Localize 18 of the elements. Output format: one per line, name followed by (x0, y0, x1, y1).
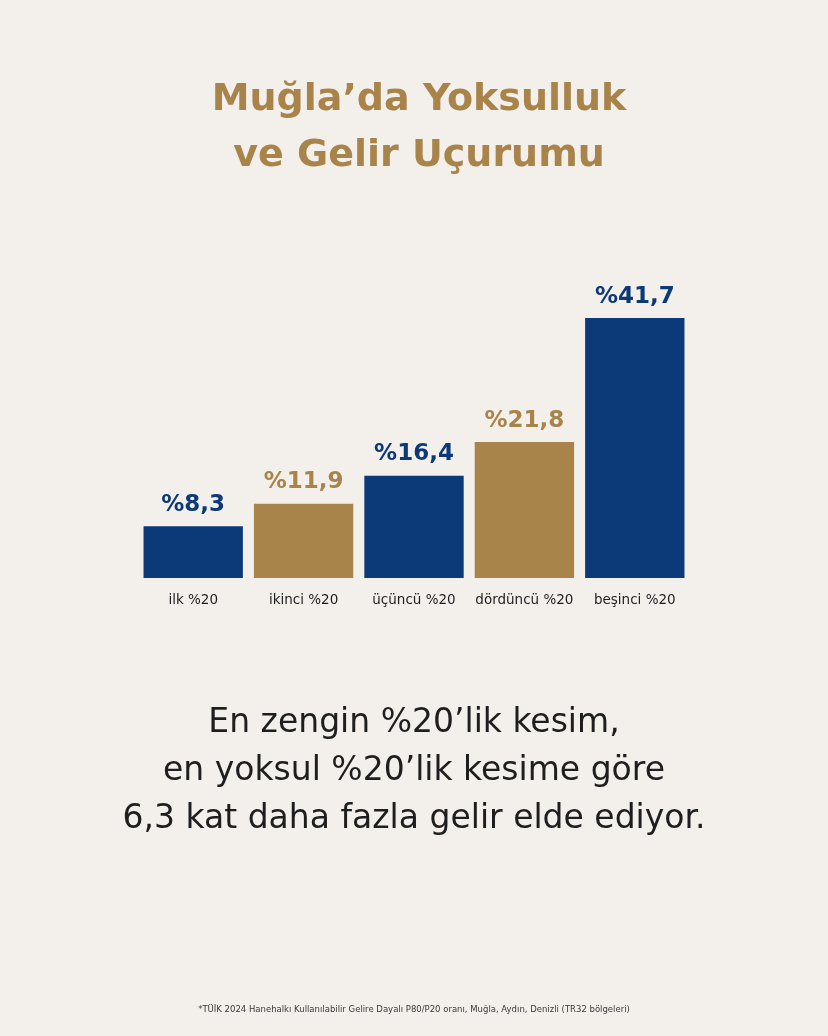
x-tick-label: beşinci %20 (593, 591, 676, 607)
data-label: %21,8 (484, 405, 565, 432)
data-label: %16,4 (374, 439, 454, 466)
data-label: %41,7 (594, 281, 675, 308)
chart-title: Muğla’da Yoksulluk ve Gelir Uçurumu (211, 75, 628, 175)
bar (253, 503, 354, 578)
bar (474, 442, 575, 578)
text: *TÜİK 2024 Hanehalkı Kullanılabilir Gelire Dayalı P80/P20 oranı, Muğla, Aydın, Denizli (TR32 bölgeleri) (198, 1003, 630, 1014)
data-label: %8,3 (161, 489, 226, 516)
bar (143, 526, 243, 578)
x-tick-label: dördüncü %20 (475, 591, 574, 607)
text: En zengin %20’lik kesim, en yoksul %20’lik kesime göre 6,3 kat daha fazla gelir elde ediyor. (122, 700, 706, 836)
x-tick-label: ikinci %20 (268, 591, 339, 607)
x-tick-label: üçüncü %20 (372, 591, 456, 607)
bar (364, 475, 464, 578)
x-tick-label: ilk %20 (168, 591, 219, 607)
bar (585, 318, 685, 578)
data-label: %11,9 (263, 467, 344, 494)
